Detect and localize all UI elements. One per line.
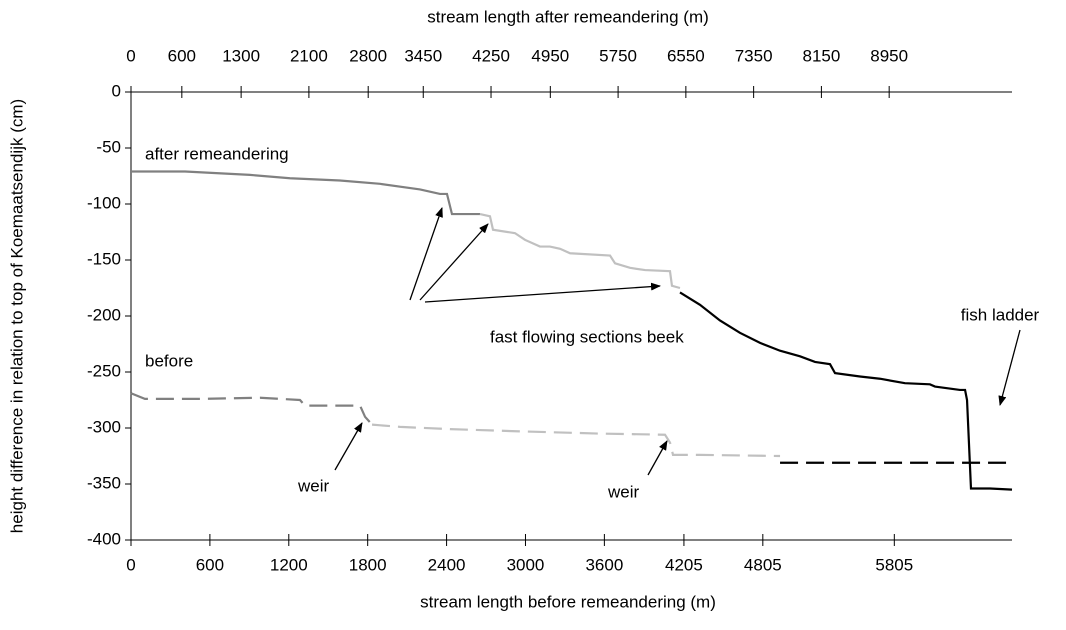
series-line	[130, 392, 373, 426]
y-tick-label: -350	[87, 473, 121, 492]
y-tick-label: -300	[87, 417, 121, 436]
y-tick-label: -150	[87, 249, 121, 268]
x2-tick-label: 3450	[404, 46, 442, 65]
series-line	[679, 291, 1013, 491]
x-tick-label: 5805	[875, 555, 913, 574]
x-tick-label: 2400	[428, 555, 466, 574]
arrow	[647, 440, 668, 476]
x2-tick-label: 5750	[599, 46, 637, 65]
arrow	[409, 207, 443, 301]
x-tick-label: 1200	[270, 555, 308, 574]
x-tick-label: 4205	[665, 555, 703, 574]
y-tick-label: -200	[87, 305, 121, 324]
annotation: fast flowing sections beek	[490, 327, 684, 346]
y-axis-title: height difference in relation to top of …	[7, 99, 26, 533]
y-tick-label: -50	[96, 137, 121, 156]
annotation: fish ladder	[961, 305, 1040, 324]
annotation: weir	[297, 476, 330, 495]
series-line	[479, 213, 681, 290]
x2-tick-label: 1300	[222, 46, 260, 65]
x2-tick-label: 4950	[531, 46, 569, 65]
annotation: before	[145, 351, 193, 370]
x-tick-label: 600	[196, 555, 224, 574]
x-axis-title: stream length before remeandering (m)	[420, 592, 716, 611]
x-tick-label: 3000	[507, 555, 545, 574]
arrow	[419, 223, 489, 301]
arrow	[334, 422, 363, 471]
arrow	[998, 329, 1021, 406]
series-line	[371, 423, 781, 458]
y-tick-label: -100	[87, 193, 121, 212]
x2-tick-label: 600	[168, 46, 196, 65]
x-tick-label: 0	[126, 555, 135, 574]
annotation: weir	[607, 482, 640, 501]
annotation: after remeandering	[145, 144, 289, 163]
x2-tick-label: 7350	[735, 46, 773, 65]
y-tick-label: -400	[87, 529, 121, 548]
x-tick-label: 1800	[349, 555, 387, 574]
arrow	[424, 282, 661, 303]
x-tick-label: 4805	[744, 555, 782, 574]
x2-tick-label: 6550	[667, 46, 705, 65]
x2-tick-label: 0	[126, 46, 135, 65]
x2-tick-label: 2800	[349, 46, 387, 65]
x2-tick-label: 8150	[802, 46, 840, 65]
x-tick-label: 3600	[585, 555, 623, 574]
series-line	[131, 170, 480, 216]
x2-axis-title: stream length after remeandering (m)	[427, 7, 709, 26]
y-tick-label: 0	[112, 81, 121, 100]
x2-tick-label: 4250	[472, 46, 510, 65]
x2-tick-label: 8950	[870, 46, 908, 65]
x2-tick-label: 2100	[290, 46, 328, 65]
y-tick-label: -250	[87, 361, 121, 380]
